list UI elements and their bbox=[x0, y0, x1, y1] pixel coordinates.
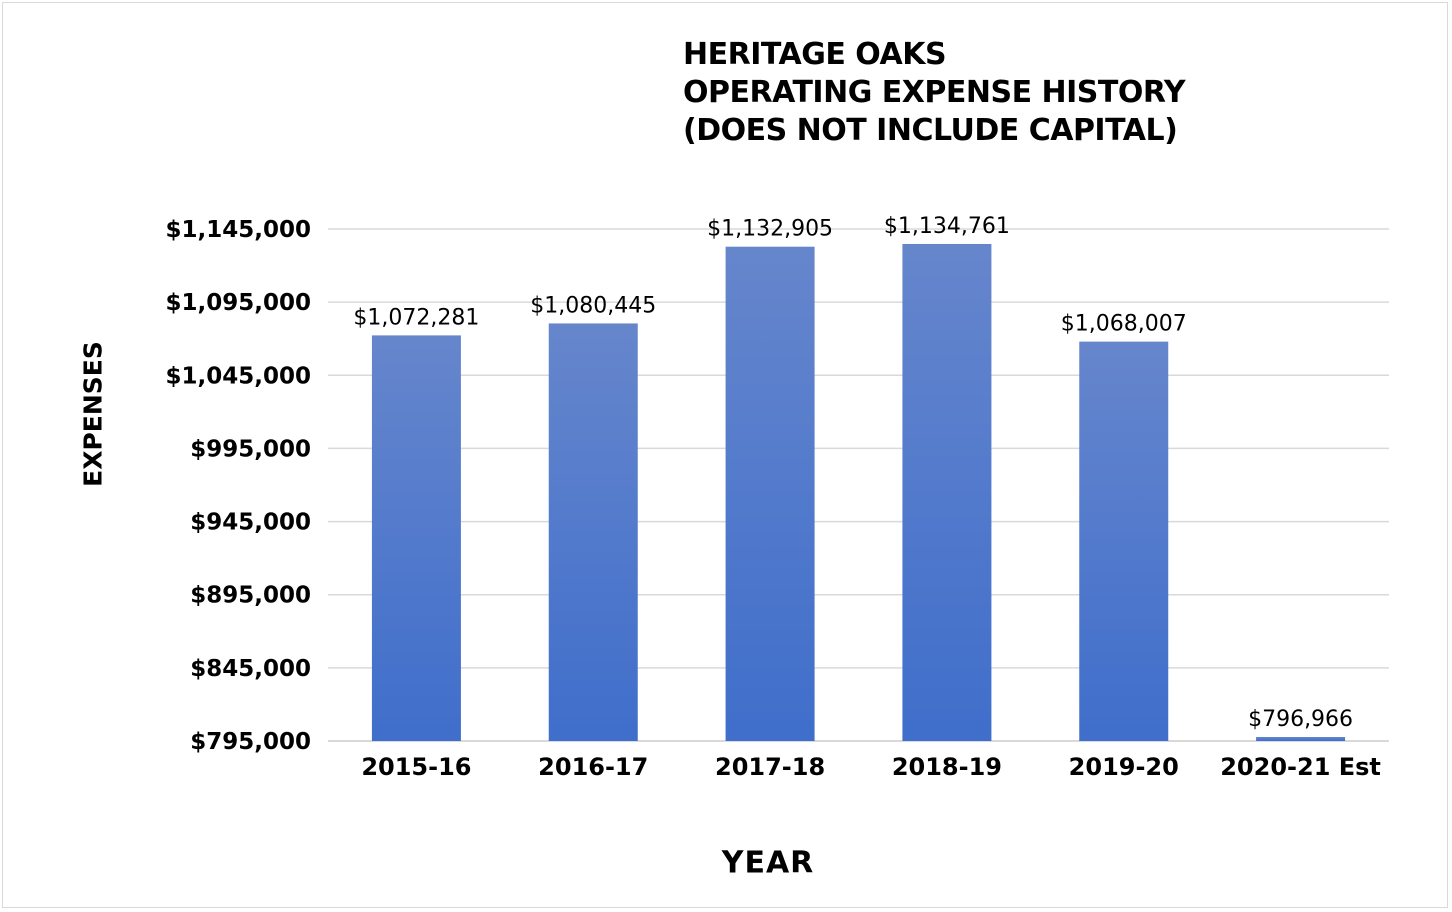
x-tick-label: 2020-21 Est bbox=[1220, 753, 1381, 781]
bar bbox=[725, 246, 815, 742]
data-label: $1,134,761 bbox=[884, 214, 1010, 239]
chart-title-line-3: (DOES NOT INCLUDE CAPITAL) bbox=[683, 113, 1178, 148]
x-tick-label: 2018-19 bbox=[892, 753, 1002, 781]
y-tick-label: $895,000 bbox=[190, 583, 311, 609]
data-label: $1,068,007 bbox=[1061, 312, 1187, 337]
y-tick-label: $845,000 bbox=[190, 656, 311, 682]
x-tick-label: 2017-18 bbox=[715, 753, 825, 781]
gridlines bbox=[328, 228, 1389, 742]
data-labels: $1,072,281 $1,080,445 $1,132,905 $1,134,761… bbox=[353, 214, 1353, 732]
y-tick-label: $995,000 bbox=[190, 436, 311, 462]
x-tick-label: 2019-20 bbox=[1069, 753, 1179, 781]
x-tick-label: 2016-17 bbox=[538, 753, 648, 781]
y-tick-labels: $795,000 $845,000 $895,000 $945,000 $995,000… bbox=[165, 217, 311, 755]
data-label: $1,080,445 bbox=[530, 293, 656, 318]
bar bbox=[902, 243, 992, 741]
data-label: $1,072,281 bbox=[353, 305, 479, 330]
y-tick-label: $1,095,000 bbox=[165, 290, 311, 316]
chart-title: HERITAGE OAKS OPERATING EXPENSE HISTORY … bbox=[683, 36, 1186, 150]
x-tick-labels: 2015-16 2016-17 2017-18 2018-19 2019-20 2020-… bbox=[361, 753, 1381, 781]
bars bbox=[371, 243, 1346, 742]
bar bbox=[1256, 737, 1346, 741]
bar bbox=[1079, 341, 1169, 741]
bar bbox=[548, 323, 638, 741]
chart-title-line-2: OPERATING EXPENSE HISTORY bbox=[683, 75, 1186, 110]
y-tick-label: $1,145,000 bbox=[165, 217, 311, 243]
y-tick-label: $795,000 bbox=[190, 729, 311, 755]
y-tick-label: $1,045,000 bbox=[165, 363, 311, 389]
data-label: $1,132,905 bbox=[707, 217, 833, 242]
chart-title-line-1: HERITAGE OAKS bbox=[683, 37, 947, 72]
y-tick-label: $945,000 bbox=[190, 510, 311, 536]
x-tick-label: 2015-16 bbox=[361, 753, 471, 781]
bar bbox=[371, 335, 461, 741]
data-label: $796,966 bbox=[1248, 707, 1353, 732]
x-axis-label: YEAR bbox=[721, 845, 815, 881]
